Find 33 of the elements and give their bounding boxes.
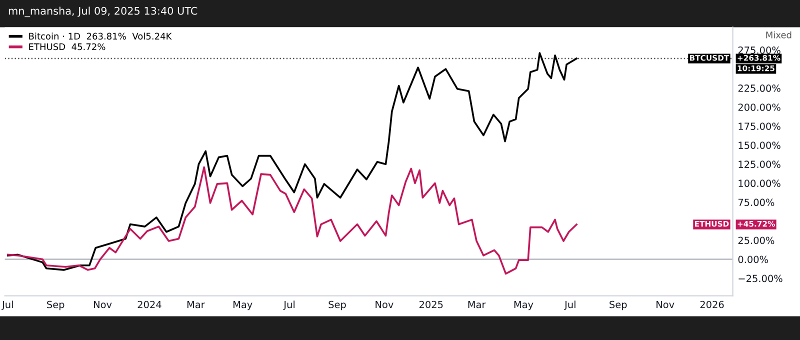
y-tick-label: −25.00% — [738, 274, 782, 282]
y-tick-label: 125.00% — [738, 160, 780, 168]
x-tick-label: Jul — [2, 300, 13, 310]
y-tick-label: 0.00% — [738, 256, 768, 264]
y-tick-label: 25.00% — [738, 236, 774, 244]
x-tick-label: Sep — [328, 300, 346, 310]
x-tick-label: May — [514, 300, 534, 310]
y-tick-label: 100.00% — [738, 180, 780, 188]
x-tick-label: Mar — [468, 300, 486, 308]
x-tick-label: 2025 — [419, 300, 443, 308]
x-tick-label: Mar — [187, 300, 205, 308]
x-tick-label: May — [233, 300, 252, 310]
y-tick-label: 200.00% — [738, 104, 780, 111]
chart-title: mn_mansha, Jul 09, 2025 13:40 UTC — [8, 6, 198, 18]
y-tick-label: 225.00% — [738, 84, 780, 92]
legend-label: ETHUSD 45.72% — [29, 43, 106, 50]
x-tick-label: Jul — [564, 300, 576, 310]
y-tick-label: 275.00% — [738, 46, 780, 54]
x-tick-label: Nov — [94, 300, 112, 308]
line-series — [6, 166, 578, 275]
x-tick-label: Sep — [47, 300, 64, 310]
x-tick-label: 2024 — [138, 300, 162, 308]
y-tick-label: 75.00% — [738, 198, 774, 206]
x-tick-label: 2026 — [700, 300, 724, 308]
y-tick-label: 150.00% — [738, 142, 780, 149]
line-series — [6, 52, 578, 271]
x-tick-label: Sep — [610, 300, 627, 310]
legend-label: Bitcoin · 1D 263.81% Vol5.24K — [29, 32, 172, 40]
text: Mixed — [766, 31, 792, 38]
x-tick-label: Nov — [656, 300, 674, 308]
x-tick-label: Jul — [283, 300, 294, 310]
x-tick-label: Nov — [376, 300, 394, 308]
y-tick-label: 175.00% — [738, 122, 780, 130]
